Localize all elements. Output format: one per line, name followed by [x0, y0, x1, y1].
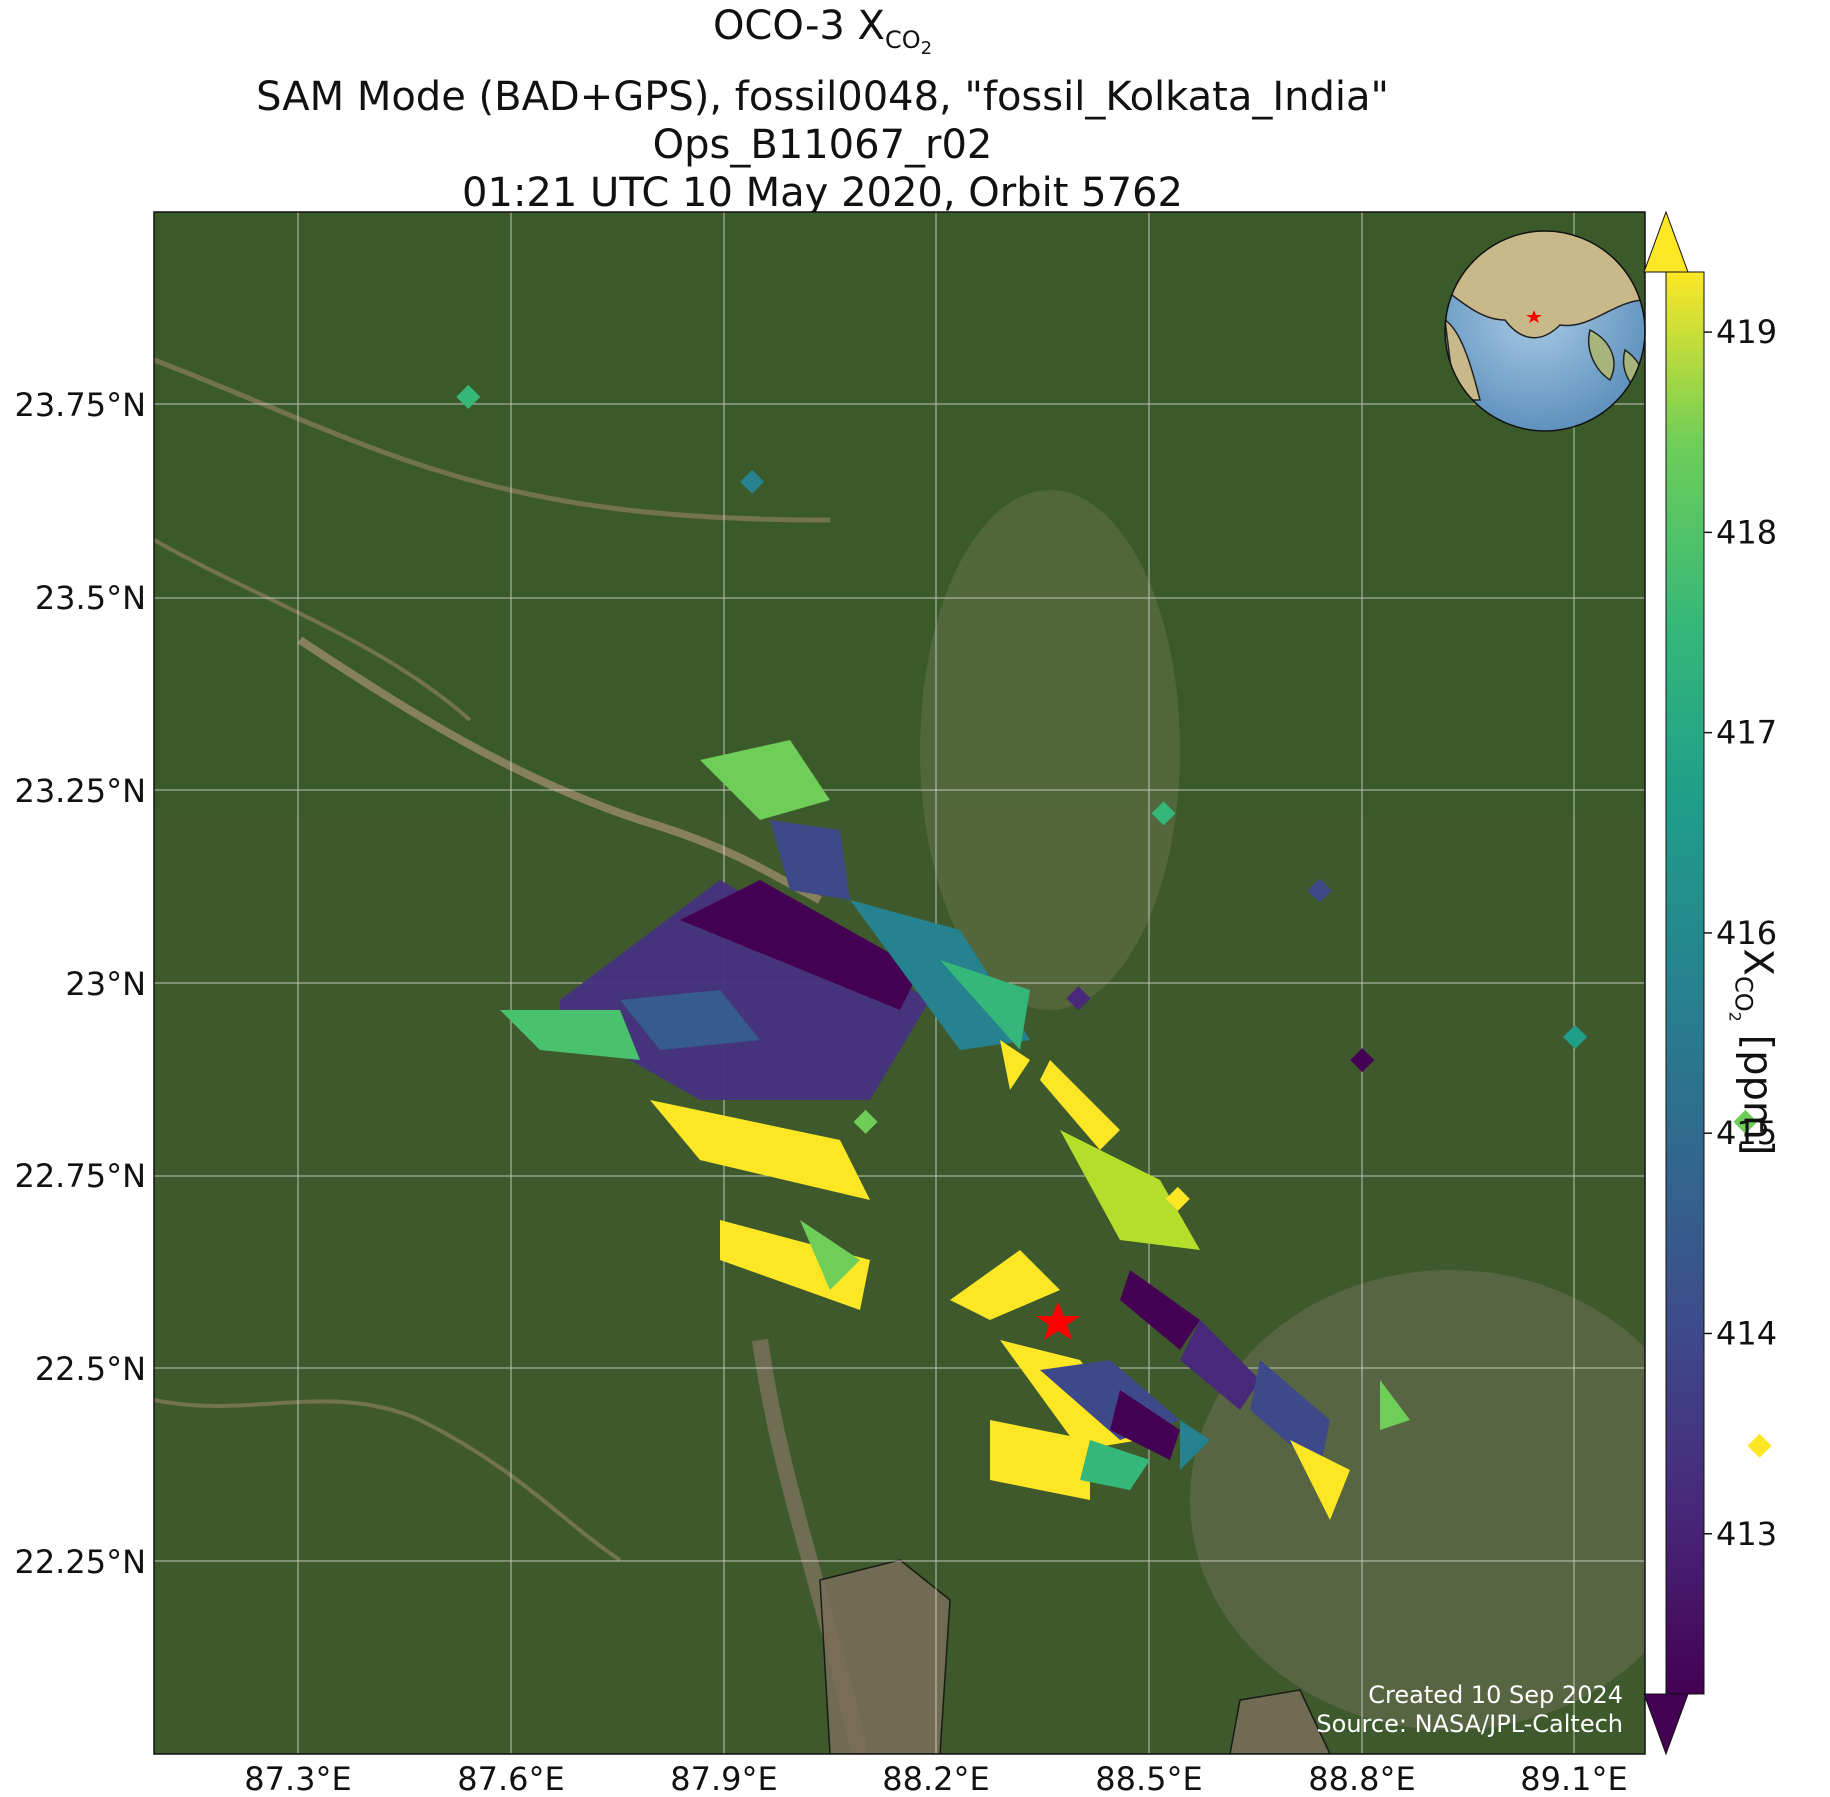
lat-tick-label: 22.5°N: [35, 1350, 146, 1388]
globe-star-icon: [1526, 310, 1542, 323]
xco2-soundings: [500, 740, 1410, 1520]
colorbar-gradient: [1666, 272, 1704, 1694]
title-line-4: 01:21 UTC 10 May 2020, Orbit 5762: [462, 169, 1183, 216]
sounding-marker: [1733, 1109, 1758, 1134]
colorbar-tick-label: 415: [1716, 1114, 1777, 1152]
sounding-marker: [456, 384, 481, 409]
sounding-markers: [456, 384, 1772, 1458]
lat-tick-label: 23.25°N: [14, 772, 146, 810]
inset-globe: [1444, 230, 1646, 432]
colorbar-tick-label: 416: [1716, 914, 1777, 952]
colorbar-tick-label: 417: [1716, 714, 1777, 752]
title-line-1: OCO-3 XCO2: [712, 3, 933, 59]
lat-tick-label: 23.75°N: [14, 386, 146, 424]
lat-tick-label: 23.5°N: [35, 579, 146, 617]
sounding-marker: [1151, 801, 1176, 826]
basemap: [154, 212, 1645, 1754]
credit-source: Source: NASA/JPL-Caltech: [1316, 1710, 1623, 1738]
lon-tick-label: 88.2°E: [882, 1760, 989, 1797]
lat-tick-label: 23°N: [65, 965, 146, 1003]
colorbar-extend-top: [1643, 210, 1689, 273]
lon-tick-label: 88.8°E: [1308, 1760, 1415, 1797]
target-star-marker: [1036, 1302, 1080, 1340]
title-line-2: SAM Mode (BAD+GPS), fossil0048, "fossil_…: [256, 73, 1389, 120]
colorbar-extend-bottom: [1643, 1693, 1689, 1756]
colorbar: 413 414 415 416 417 418 419: [1643, 210, 1777, 1756]
sounding-marker: [1165, 1186, 1190, 1211]
figure-title: OCO-3 XCO2 SAM Mode (BAD+GPS), fossil004…: [150, 2, 1495, 217]
swath-band-north: [500, 880, 930, 1310]
sounding-marker: [1307, 878, 1332, 903]
sounding-marker: [1747, 1433, 1772, 1458]
lon-tick-label: 89.1°E: [1520, 1760, 1627, 1797]
longitude-labels: 87.3°E 87.6°E 87.9°E 88.2°E 88.5°E 88.8°…: [244, 1760, 1627, 1797]
lon-tick-label: 88.5°E: [1095, 1760, 1202, 1797]
colorbar-tick-label: 418: [1716, 513, 1777, 551]
gridlines: [154, 212, 1645, 1754]
colorbar-tick-label: 414: [1716, 1314, 1777, 1352]
colorbar-tick-label: 419: [1716, 313, 1777, 351]
title-line-3: Ops_B11067_r02: [652, 121, 993, 168]
latitude-labels: 23.75°N 23.5°N 23.25°N 23°N 22.75°N 22.5…: [14, 386, 146, 1581]
credit-created: Created 10 Sep 2024: [1368, 1681, 1623, 1709]
sounding-marker: [1563, 1024, 1588, 1049]
lon-tick-label: 87.6°E: [457, 1760, 564, 1797]
sounding-marker: [1350, 1048, 1375, 1073]
colorbar-ticks: 413 414 415 416 417 418 419: [1704, 313, 1777, 1553]
sounding-marker: [853, 1109, 878, 1134]
lon-tick-label: 87.3°E: [244, 1760, 351, 1797]
lat-tick-label: 22.75°N: [14, 1157, 146, 1195]
lon-tick-label: 87.9°E: [670, 1760, 777, 1797]
lat-tick-label: 22.25°N: [14, 1543, 146, 1581]
map-frame: [153, 211, 1646, 1755]
swath-band-middle: [700, 740, 1200, 1350]
colorbar-tick-label: 413: [1716, 1515, 1777, 1553]
sounding-marker: [1066, 986, 1091, 1011]
sounding-marker: [740, 469, 765, 494]
colorbar-label: XCO2 [ppm]: [1725, 948, 1781, 1156]
swath-band-south: [950, 1250, 1410, 1520]
